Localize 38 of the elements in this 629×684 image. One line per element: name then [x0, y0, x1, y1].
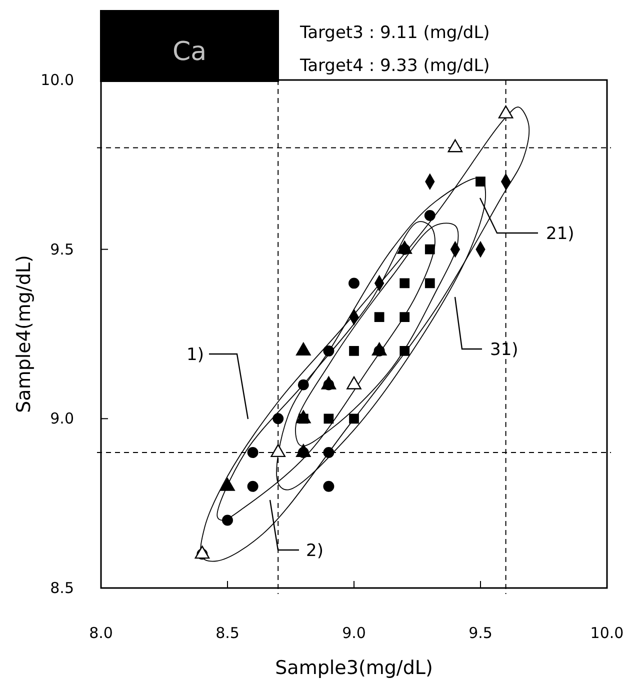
point [247, 480, 258, 492]
point [324, 414, 334, 424]
point [424, 278, 435, 288]
text: Target4 : 9.33 (mg/dL) [299, 56, 490, 76]
point [349, 414, 359, 424]
point [222, 514, 233, 526]
text: Target3 : 9.11 (mg/dL) [299, 23, 490, 43]
y-tick-label: 9.0 [50, 410, 74, 428]
x-tick-label: 8.5 [216, 624, 240, 642]
point [476, 176, 486, 187]
point [298, 379, 309, 390]
point [349, 346, 359, 356]
point [323, 480, 334, 492]
y-tick-label: 10.0 [40, 71, 74, 89]
point [247, 447, 258, 458]
x-axis-title: Sample3(mg/dL) [275, 657, 433, 679]
x-tick-label: 8.0 [89, 624, 113, 642]
point [424, 244, 435, 254]
point [400, 312, 410, 322]
point [400, 346, 410, 356]
point [323, 345, 334, 356]
point [348, 278, 360, 289]
y-tick-label: 9.5 [50, 240, 74, 258]
x-tick-label: 9.0 [342, 624, 366, 642]
point [374, 312, 384, 322]
y-axis-title: Sample4(mg/dL) [13, 255, 35, 413]
point [323, 447, 334, 458]
y-tick-label: 8.5 [50, 579, 74, 597]
point [424, 210, 436, 221]
point [400, 278, 410, 288]
annotation: 1) [186, 345, 204, 365]
x-tick-label: 9.5 [468, 624, 492, 642]
point [272, 413, 284, 424]
chart-title: Ca [172, 37, 207, 67]
annotation: 2) [306, 541, 324, 561]
annotation: 31) [490, 340, 518, 360]
annotation: 21) [546, 224, 574, 244]
x-tick-label: 10.0 [590, 624, 624, 642]
